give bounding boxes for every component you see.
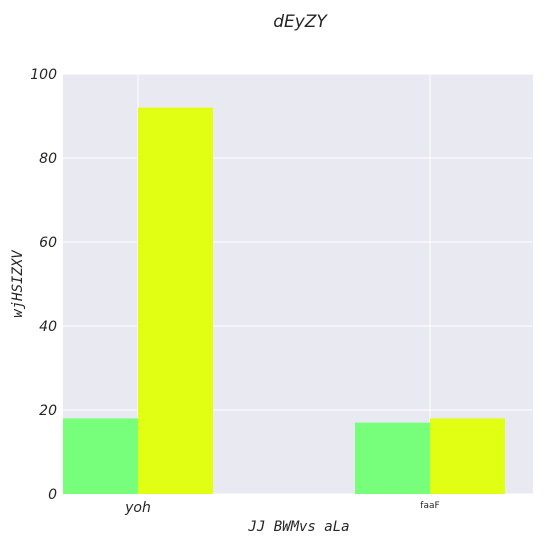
chart-title: dEyZY: [273, 12, 328, 32]
y-tick-label: 60: [39, 235, 57, 251]
x-tick-label: faaF: [420, 501, 439, 511]
y-tick-label: 0: [48, 487, 57, 503]
bar: [138, 107, 213, 494]
bar: [430, 418, 505, 494]
y-tick-label: 20: [39, 403, 57, 419]
x-axis-label: JJ BWMvs aLa: [247, 519, 349, 535]
bar: [63, 418, 138, 494]
x-axis-ticks: yoh faaF: [124, 500, 440, 516]
y-tick-label: 80: [39, 151, 57, 167]
y-axis-label: wjHSIZXV: [10, 249, 26, 318]
y-tick-label: 100: [30, 67, 57, 83]
x-tick-label: yoh: [124, 500, 151, 516]
y-axis-ticks: 0 20 40 60 80 100: [30, 67, 57, 503]
bars: [63, 107, 505, 494]
bar: [355, 422, 430, 494]
y-tick-label: 40: [39, 319, 57, 335]
